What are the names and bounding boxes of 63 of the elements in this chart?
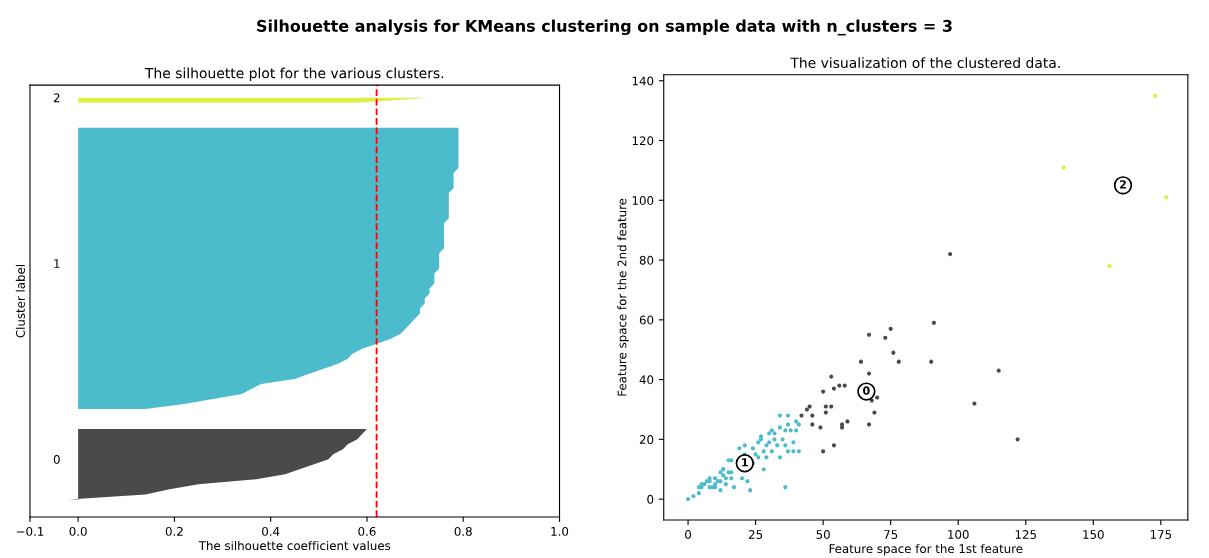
point	[891, 350, 896, 355]
y-tick-label: 40	[639, 375, 654, 385]
y-tick-label: 2	[53, 93, 60, 103]
x-tick-label: 1.0	[551, 526, 569, 536]
x-tick-label: 175	[1150, 530, 1172, 539]
point	[866, 332, 872, 337]
x-tick-label: 150	[1083, 529, 1104, 539]
x-axis-title: Feature space for the 1st feature	[829, 543, 1023, 556]
y-tick-label: 0	[53, 454, 60, 464]
x-tick-label: 50	[816, 529, 830, 539]
x-tick-label: 25	[748, 529, 763, 539]
x-tick-label: 0.4	[262, 526, 280, 536]
y-axis-title: Feature space for the 2nd feature	[617, 198, 629, 396]
point	[858, 359, 864, 364]
x-tick-label: 0.0	[69, 526, 87, 536]
point	[872, 410, 877, 415]
point	[829, 404, 834, 409]
annotation: 2	[1120, 180, 1126, 189]
y-tick-label: 60	[639, 315, 654, 325]
text: Silhouette analysis for KMeans clustering on sample data with n_clusters = 3	[257, 19, 952, 36]
point	[1015, 437, 1020, 442]
x-axis-title: The silhouette coefficient values	[198, 540, 391, 551]
x-tick-label: 0.8	[454, 526, 472, 536]
point	[875, 395, 880, 400]
point	[810, 422, 815, 427]
point	[896, 359, 901, 364]
x-tick-label: 0.2	[165, 526, 183, 536]
point	[821, 449, 826, 454]
y-tick-label: 1	[54, 259, 60, 268]
point	[866, 371, 872, 376]
point	[931, 320, 936, 325]
y-tick-label: 80	[639, 255, 654, 265]
point	[829, 374, 834, 379]
x-tick-label: 125	[1015, 529, 1036, 539]
point	[888, 326, 893, 331]
point	[929, 359, 934, 364]
annotation: 1	[742, 458, 748, 467]
point	[948, 252, 953, 257]
point	[823, 404, 828, 409]
chart-title: The silhouette plot for the various clusters.	[144, 67, 444, 82]
annotation: 0	[863, 386, 870, 395]
point	[821, 389, 826, 394]
y-tick-label: 120	[632, 136, 654, 146]
chart-title: The visualization of the clustered data.	[790, 57, 1060, 69]
y-tick-label: 100	[632, 196, 654, 205]
x-tick-label: 0.6	[358, 526, 376, 536]
point	[1164, 195, 1169, 200]
point	[883, 335, 888, 340]
x-tick-label: 100	[948, 529, 969, 539]
point	[831, 386, 837, 391]
y-tick-label: 140	[632, 76, 654, 86]
x-tick-label: 75	[884, 530, 898, 539]
y-tick-label: 20	[639, 435, 654, 445]
x-tick-label: 0	[685, 529, 692, 539]
point	[823, 410, 828, 415]
point	[1107, 263, 1112, 269]
point	[831, 443, 837, 448]
x-tick-label: −0.1	[16, 526, 44, 536]
y-axis-title: Cluster label	[15, 265, 25, 338]
point	[799, 413, 804, 418]
point	[996, 368, 1001, 373]
y-tick-label: 0	[647, 494, 654, 504]
point	[866, 422, 872, 427]
